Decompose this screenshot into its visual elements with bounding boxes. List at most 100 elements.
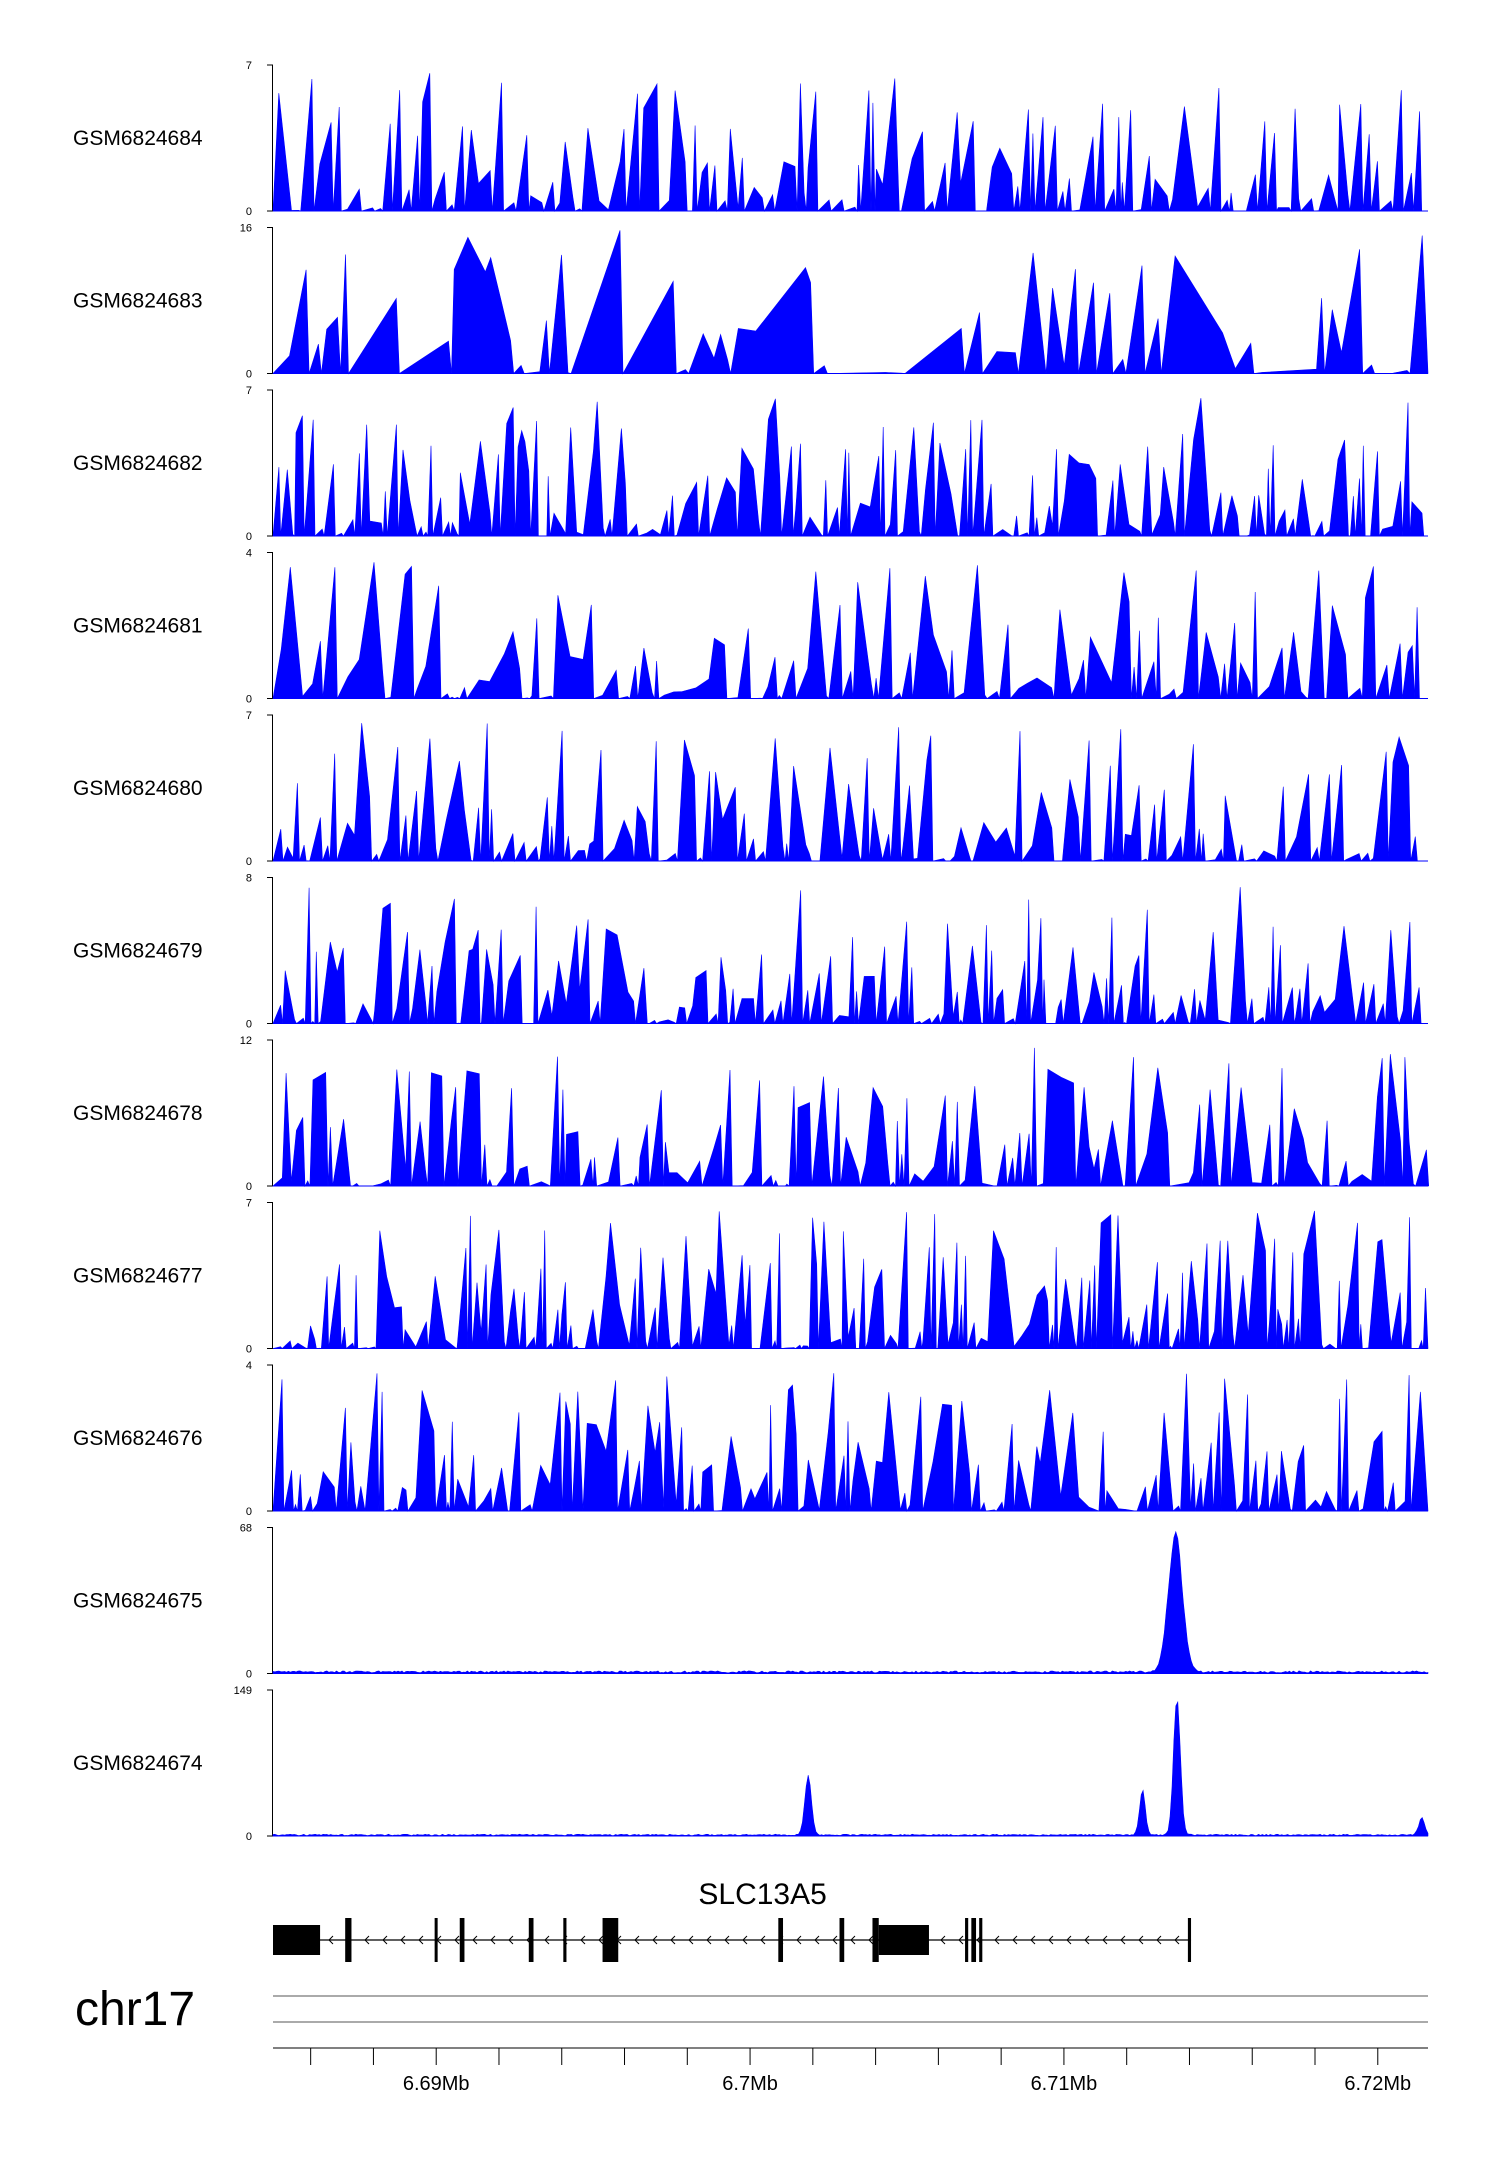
y-axis-min-label: 0	[246, 694, 252, 706]
strand-chevron	[1138, 1935, 1144, 1945]
y-axis-max-label: 7	[246, 60, 252, 72]
strand-chevron	[580, 1935, 586, 1945]
y-axis-min-label: 0	[246, 1831, 252, 1843]
gene-exon	[602, 1918, 619, 1962]
strand-chevron	[1102, 1935, 1108, 1945]
track-GSM6824680: GSM6824680 7 0	[73, 710, 1428, 868]
track-label: GSM6824675	[73, 1590, 203, 1613]
gene-name-label: SLC13A5	[698, 1878, 826, 1911]
track-label: GSM6824678	[73, 1102, 203, 1125]
strand-chevron	[1084, 1935, 1090, 1945]
strand-chevron	[958, 1935, 964, 1945]
strand-chevron	[688, 1935, 694, 1945]
track-label: GSM6824683	[73, 290, 203, 313]
strand-chevron	[814, 1935, 820, 1945]
track-GSM6824674: GSM6824674 149 0	[73, 1685, 1429, 1843]
axis-tick-label: 6.72Mb	[1344, 2073, 1411, 2095]
signal-area	[272, 1700, 1429, 1837]
gene-exon	[563, 1918, 567, 1962]
y-axis-max-label: 149	[234, 1685, 252, 1697]
strand-chevron	[364, 1935, 370, 1945]
strand-chevron	[652, 1935, 658, 1945]
strand-chevron	[1030, 1935, 1036, 1945]
signal-area	[272, 73, 1429, 213]
track-GSM6824681: GSM6824681 4 0	[73, 548, 1428, 706]
axis-tick-label: 6.69Mb	[403, 2073, 470, 2095]
y-axis-max-label: 7	[246, 1198, 252, 1210]
strand-chevron	[850, 1935, 856, 1945]
y-axis-min-label: 0	[246, 856, 252, 868]
gene-exon	[345, 1918, 352, 1962]
gene-annotation-track: SLC13A5	[273, 1878, 1192, 1962]
strand-chevron	[1174, 1935, 1180, 1945]
strand-chevron	[742, 1935, 748, 1945]
signal-area	[272, 1047, 1430, 1188]
track-label: GSM6824676	[73, 1427, 203, 1450]
gene-exon	[979, 1918, 983, 1962]
y-axis-min-label: 0	[246, 1506, 252, 1518]
signal-area	[272, 1373, 1429, 1513]
y-axis-min-label: 0	[246, 1181, 252, 1193]
y-axis-max-label: 68	[240, 1523, 252, 1535]
track-label: GSM6824681	[73, 615, 203, 638]
strand-chevron	[1120, 1935, 1126, 1945]
y-axis-max-label: 16	[240, 223, 252, 235]
y-axis-min-label: 0	[246, 369, 252, 381]
strand-chevron	[544, 1935, 550, 1945]
axis-tick-label: 6.71Mb	[1031, 2073, 1098, 2095]
gene-exon	[528, 1918, 534, 1962]
strand-chevron	[1012, 1935, 1018, 1945]
gene-exon	[1187, 1918, 1192, 1962]
strand-chevron	[1066, 1935, 1072, 1945]
chromosome-label: chr17	[75, 1983, 195, 2036]
signal-area	[272, 1530, 1429, 1674]
y-axis-max-label: 12	[240, 1035, 252, 1047]
signal-area	[272, 398, 1428, 538]
strand-chevron	[832, 1935, 838, 1945]
gene-exon	[971, 1918, 977, 1962]
signal-area	[272, 230, 1429, 375]
y-axis-max-label: 4	[246, 1360, 252, 1372]
strand-chevron	[706, 1935, 712, 1945]
strand-chevron	[994, 1935, 1000, 1945]
strand-chevron	[868, 1935, 874, 1945]
y-axis-min-label: 0	[246, 206, 252, 218]
gene-exon	[459, 1918, 465, 1962]
strand-chevron	[1156, 1935, 1162, 1945]
y-axis-max-label: 8	[246, 873, 252, 885]
strand-chevron	[508, 1935, 514, 1945]
y-axis-min-label: 0	[246, 1019, 252, 1031]
gene-exon	[778, 1918, 784, 1962]
strand-chevron	[400, 1935, 406, 1945]
track-label: GSM6824682	[73, 452, 203, 475]
y-axis-max-label: 4	[246, 548, 252, 560]
track-GSM6824677: GSM6824677 7 0	[73, 1198, 1429, 1356]
strand-chevron	[634, 1935, 640, 1945]
strand-chevron	[598, 1935, 604, 1945]
track-label: GSM6824677	[73, 1265, 203, 1288]
y-axis-min-label: 0	[246, 1669, 252, 1681]
strand-chevron	[1048, 1935, 1054, 1945]
track-GSM6824684: GSM6824684 7 0	[73, 60, 1429, 218]
strand-chevron	[382, 1935, 388, 1945]
track-GSM6824678: GSM6824678 12 0	[73, 1035, 1430, 1193]
signal-area	[272, 1210, 1429, 1350]
strand-chevron	[724, 1935, 730, 1945]
gene-exon	[878, 1925, 929, 1955]
gene-exon	[839, 1918, 845, 1962]
track-label: GSM6824674	[73, 1752, 203, 1775]
gene-exon	[872, 1918, 879, 1962]
y-axis-max-label: 7	[246, 710, 252, 722]
track-label: GSM6824679	[73, 940, 203, 963]
genome-coordinate-axis: chr17 6.69Mb 6.7Mb 6.71Mb 6.72Mb	[75, 1983, 1428, 2095]
strand-chevron	[940, 1935, 946, 1945]
y-axis-max-label: 7	[246, 385, 252, 397]
strand-chevron	[760, 1935, 766, 1945]
strand-chevron	[670, 1935, 676, 1945]
track-GSM6824679: GSM6824679 8 0	[73, 873, 1428, 1031]
strand-chevron	[472, 1935, 478, 1945]
y-axis-min-label: 0	[246, 531, 252, 543]
signal-area	[272, 887, 1428, 1025]
track-label: GSM6824684	[73, 127, 203, 150]
strand-chevron	[418, 1935, 424, 1945]
